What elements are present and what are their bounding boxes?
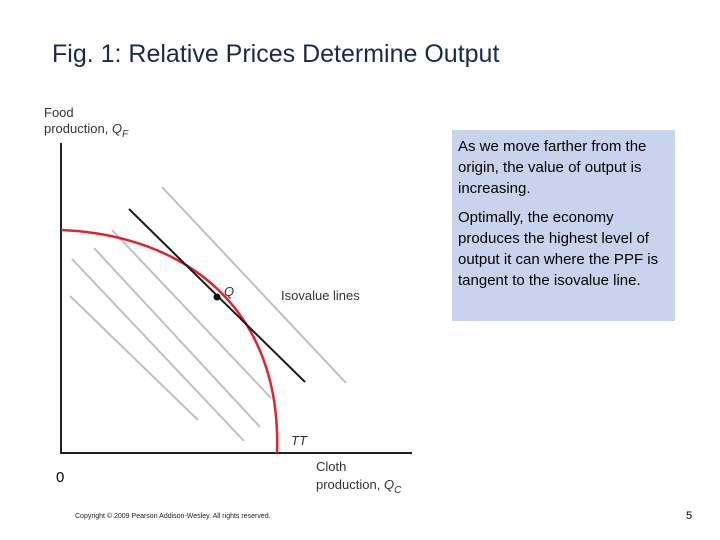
tangency-point <box>213 293 221 301</box>
y-axis-sub: F <box>122 129 129 140</box>
isovalue-label: Isovalue lines <box>281 288 360 303</box>
ppf-label: TT <box>291 433 308 448</box>
isovalue-lines <box>69 186 347 442</box>
x-axis-var: Q <box>384 477 394 492</box>
ppf-curve <box>60 228 279 454</box>
isovalue-line <box>71 258 245 442</box>
y-axis-label-line1: Food <box>44 105 74 120</box>
y-axis-label-line2: production, QF <box>44 121 129 140</box>
note-paragraph-1: As we move farther from the origin, the … <box>458 138 647 197</box>
x-axis-sub: C <box>394 485 402 496</box>
x-axis-label-line1: Cloth <box>316 459 346 474</box>
page-number: 5 <box>686 510 693 522</box>
note-box: As we move farther from the origin, the … <box>452 130 675 321</box>
isovalue-line <box>161 186 347 384</box>
isovalue-line <box>111 229 272 399</box>
copyright-notice: Copyright © 2009 Pearson Addison-Wesley.… <box>75 513 271 520</box>
y-axis-label-text: production, <box>44 121 112 136</box>
isovalue-line <box>93 247 261 428</box>
y-axis-var: Q <box>112 121 122 136</box>
note-paragraph-2: Optimally, the economy produces the high… <box>458 209 659 289</box>
point-label-q: Q <box>224 284 234 299</box>
isovalue-line <box>69 295 199 421</box>
x-axis-label-line2: production, QC <box>316 477 402 496</box>
origin-label: 0 <box>56 469 65 486</box>
slide-title: Fig. 1: Relative Prices Determine Output <box>52 40 500 68</box>
x-axis-label-text: production, <box>316 477 384 492</box>
